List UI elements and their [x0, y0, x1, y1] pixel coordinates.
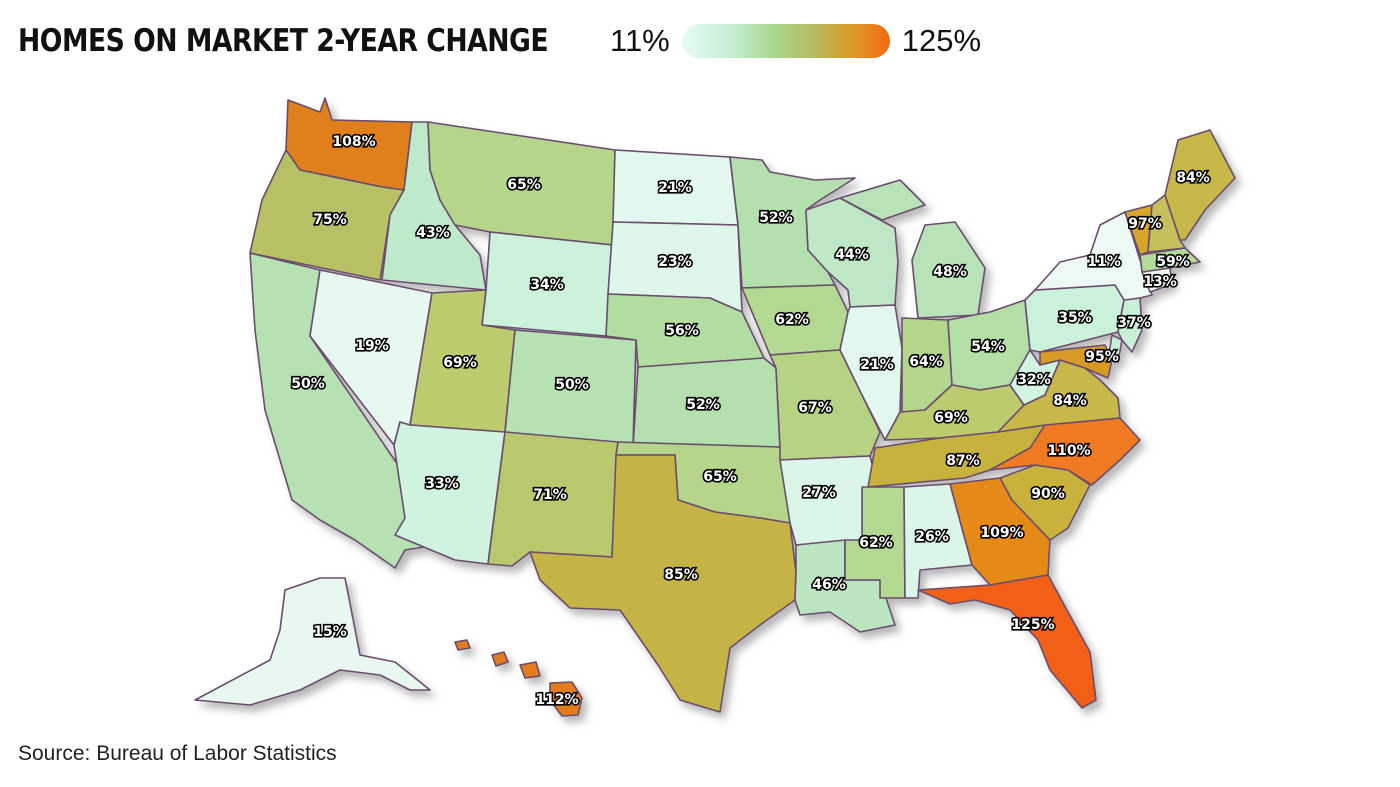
- label-UT: 69%: [443, 355, 477, 371]
- state-labels: 108% 75% 50% 19% 43% 65% 34% 69% 33% 50%…: [290, 132, 1212, 709]
- label-NC: 110%: [1047, 443, 1090, 459]
- label-VT: 97%: [1128, 216, 1162, 232]
- label-KY: 69%: [934, 410, 968, 426]
- label-TN: 87%: [946, 453, 980, 469]
- label-AZ: 33%: [425, 476, 459, 492]
- label-TX: 85%: [664, 567, 698, 583]
- label-WI: 44%: [835, 247, 869, 263]
- label-NM: 71%: [533, 487, 567, 503]
- label-MT: 65%: [507, 177, 541, 193]
- label-WY: 34%: [530, 277, 564, 293]
- label-IA: 62%: [775, 312, 809, 328]
- label-PA: 35%: [1058, 310, 1092, 326]
- legend-gradient-bar: [681, 24, 890, 58]
- label-MN: 52%: [759, 210, 793, 226]
- label-MA: 59%: [1156, 254, 1190, 270]
- label-NY: 11%: [1087, 254, 1121, 270]
- label-AL: 26%: [915, 529, 949, 545]
- label-SC: 90%: [1031, 486, 1065, 502]
- state-ME: [1164, 129, 1236, 241]
- label-VA: 84%: [1053, 393, 1087, 409]
- label-GA: 109%: [980, 525, 1023, 541]
- state-MD: [1039, 344, 1113, 379]
- label-WV: 32%: [1017, 372, 1051, 388]
- state-WY: [481, 231, 613, 337]
- label-SD: 23%: [658, 254, 692, 270]
- label-NJ: 37%: [1117, 315, 1151, 331]
- label-MO: 67%: [798, 400, 832, 416]
- label-AR: 27%: [802, 485, 836, 501]
- state-HI: [454, 639, 583, 717]
- label-FL: 125%: [1011, 617, 1054, 633]
- label-WA: 108%: [332, 134, 375, 150]
- state-TX: [529, 454, 797, 713]
- label-CT: 13%: [1143, 274, 1177, 290]
- label-ID: 43%: [416, 225, 450, 241]
- chart-title: HOMES ON MARKET 2-YEAR CHANGE: [18, 23, 549, 59]
- label-CO: 50%: [555, 377, 589, 393]
- color-legend: 11% 125%: [610, 18, 981, 64]
- header: HOMES ON MARKET 2-YEAR CHANGE: [18, 18, 678, 64]
- label-OH: 54%: [971, 339, 1005, 355]
- label-IL: 21%: [860, 357, 894, 373]
- label-MD: 95%: [1085, 349, 1119, 365]
- label-MI: 48%: [933, 264, 967, 280]
- label-ND: 21%: [658, 180, 692, 196]
- state-CA: [249, 252, 437, 569]
- label-IN: 64%: [909, 354, 943, 370]
- legend-max-label: 125%: [901, 23, 982, 58]
- source-note: Source: Bureau of Labor Statistics: [18, 742, 337, 765]
- label-CA: 50%: [291, 376, 325, 392]
- state-DE: [1107, 334, 1123, 363]
- label-HI: 112%: [535, 692, 578, 708]
- label-MS: 62%: [859, 535, 893, 551]
- label-ME: 84%: [1176, 170, 1210, 186]
- label-KS: 52%: [686, 397, 720, 413]
- label-AK: 15%: [313, 624, 347, 640]
- label-NV: 19%: [355, 338, 389, 354]
- label-NE: 56%: [665, 323, 699, 339]
- state-NC: [989, 417, 1141, 486]
- state-FL: [917, 574, 1097, 709]
- label-OR: 75%: [313, 212, 347, 228]
- label-OK: 65%: [703, 469, 737, 485]
- state-AK: [194, 577, 431, 706]
- legend-min-label: 11%: [610, 23, 670, 58]
- state-NH: [1147, 194, 1186, 253]
- label-LA: 46%: [812, 577, 846, 593]
- us-map: 108% 75% 50% 19% 43% 65% 34% 69% 33% 50%…: [194, 97, 1236, 717]
